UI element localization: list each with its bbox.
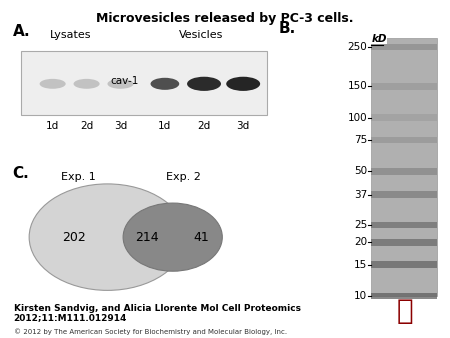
Text: Ⓜ: Ⓜ xyxy=(397,297,413,325)
Text: © 2012 by The American Society for Biochemistry and Molecular Biology, Inc.: © 2012 by The American Society for Bioch… xyxy=(14,328,287,335)
Text: 202: 202 xyxy=(62,231,86,244)
Text: 15: 15 xyxy=(354,260,367,269)
Text: 10: 10 xyxy=(354,291,367,301)
Bar xyxy=(371,239,437,246)
Text: 37: 37 xyxy=(354,190,367,200)
Text: 20: 20 xyxy=(354,237,367,247)
Bar xyxy=(371,293,437,299)
Text: 75: 75 xyxy=(354,135,367,145)
Ellipse shape xyxy=(150,78,179,90)
Text: Kirsten Sandvig, and Alicia Llorente Mol Cell Proteomics: Kirsten Sandvig, and Alicia Llorente Mol… xyxy=(14,304,301,313)
Bar xyxy=(371,261,437,268)
Text: 3d: 3d xyxy=(114,121,127,131)
Ellipse shape xyxy=(73,79,99,89)
Bar xyxy=(371,38,437,296)
Text: 3d: 3d xyxy=(237,121,250,131)
Bar xyxy=(21,51,267,115)
Text: A.: A. xyxy=(13,24,30,39)
Text: Lysates: Lysates xyxy=(50,30,92,40)
Bar xyxy=(371,115,437,121)
Text: 150: 150 xyxy=(347,81,367,91)
Ellipse shape xyxy=(187,77,221,91)
Text: 1d: 1d xyxy=(158,121,171,131)
Ellipse shape xyxy=(123,203,222,271)
Bar xyxy=(371,168,437,175)
Text: 2012;11:M111.012914: 2012;11:M111.012914 xyxy=(14,313,127,322)
Text: Exp. 2: Exp. 2 xyxy=(166,172,201,182)
Text: 250: 250 xyxy=(347,42,367,52)
Text: Exp. 1: Exp. 1 xyxy=(61,172,96,182)
Text: C.: C. xyxy=(13,166,29,181)
Text: 2d: 2d xyxy=(80,121,93,131)
Bar xyxy=(371,191,437,198)
Text: 214: 214 xyxy=(135,231,158,244)
Ellipse shape xyxy=(108,79,134,89)
Ellipse shape xyxy=(29,184,186,290)
Ellipse shape xyxy=(226,77,260,91)
Text: 100: 100 xyxy=(347,113,367,123)
Bar xyxy=(371,222,437,228)
Text: 1d: 1d xyxy=(46,121,59,131)
Text: 25: 25 xyxy=(354,220,367,230)
Ellipse shape xyxy=(40,79,66,89)
Text: 50: 50 xyxy=(354,166,367,176)
Text: Vesicles: Vesicles xyxy=(179,30,224,40)
Text: 41: 41 xyxy=(194,231,209,244)
Bar xyxy=(371,83,437,90)
Bar xyxy=(371,137,437,143)
Text: B.: B. xyxy=(278,22,295,37)
Text: kD: kD xyxy=(371,34,387,44)
Text: cav-1: cav-1 xyxy=(110,76,139,86)
Text: Microvesicles released by PC-3 cells.: Microvesicles released by PC-3 cells. xyxy=(96,12,354,25)
Text: 2d: 2d xyxy=(198,121,211,131)
Bar xyxy=(371,44,437,50)
